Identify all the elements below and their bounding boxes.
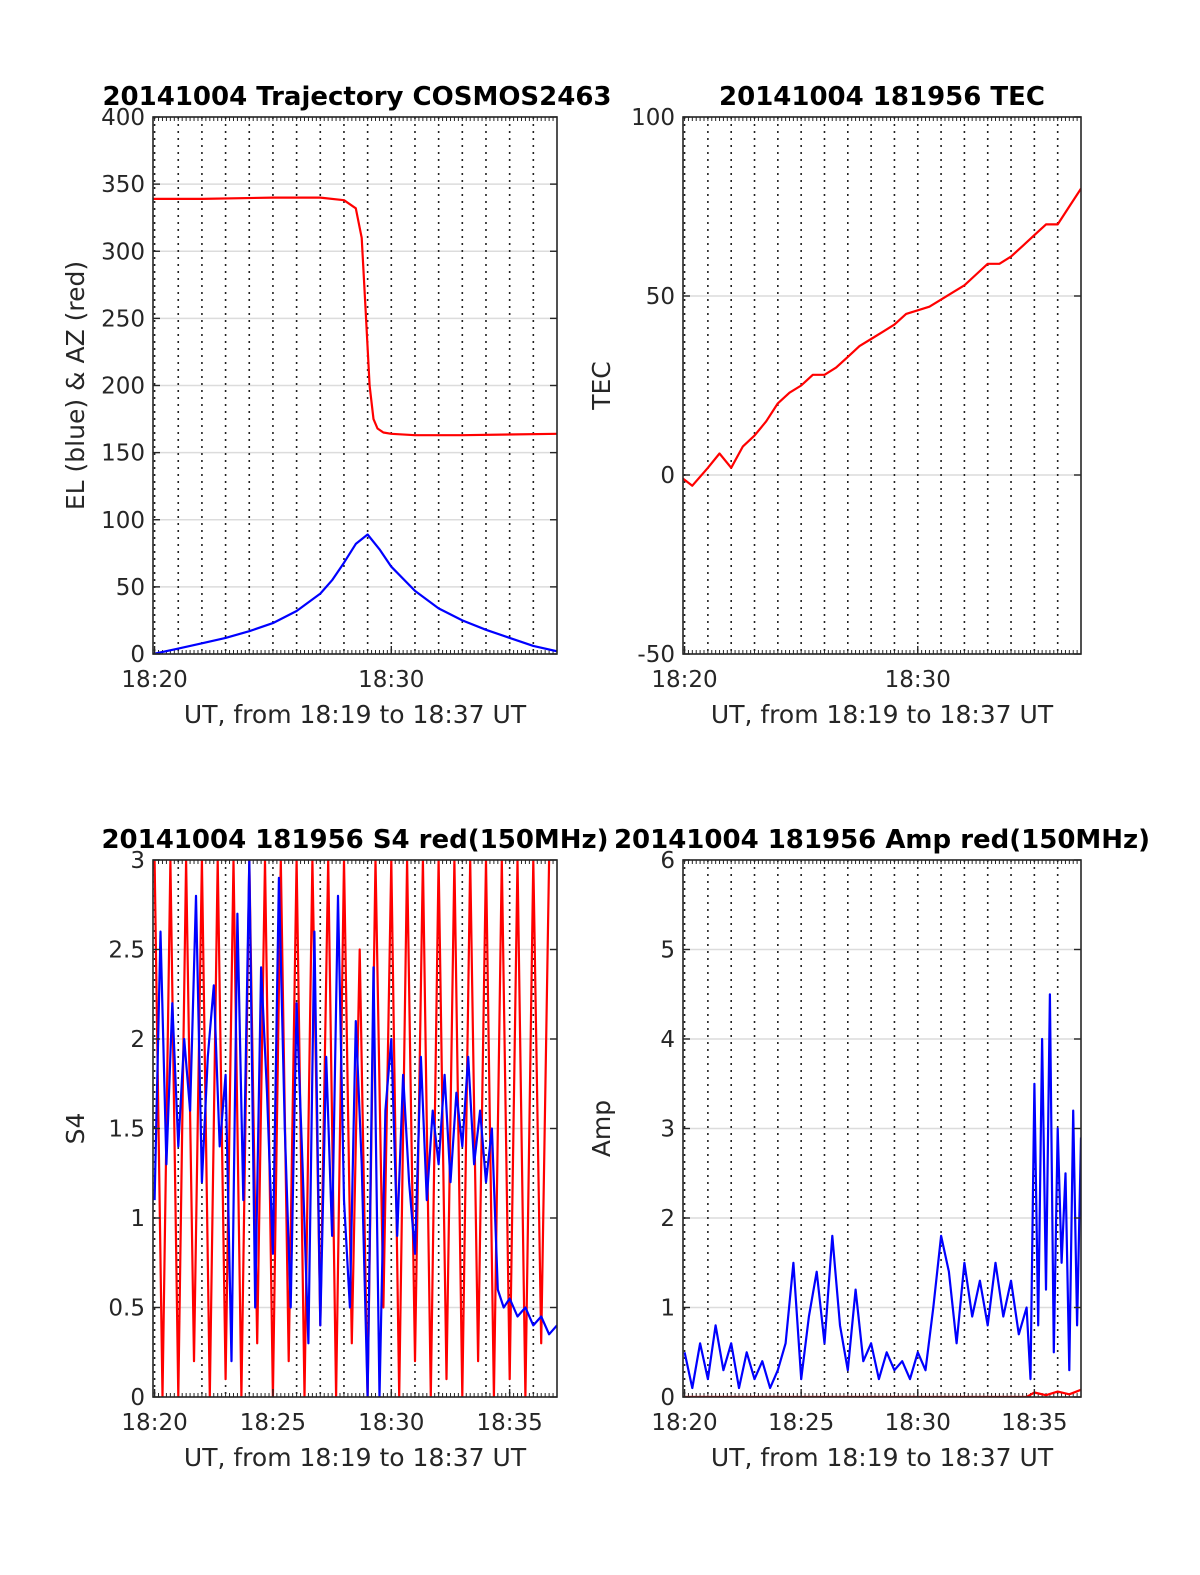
x-tick-label: 18:20 [121, 1410, 187, 1436]
y-axis-label: Amp [587, 1100, 616, 1157]
y-tick-label: 150 [101, 441, 145, 467]
y-tick-label: 3 [660, 1117, 675, 1143]
y-tick-label: 0 [660, 1385, 675, 1411]
series-line-2 [153, 860, 557, 1397]
chart-4: 0 1 2 3 4 5 6 18:20 18:25 18:30 18:35 UT, from 18:1… [587, 825, 1150, 1472]
series-line-1 [683, 1388, 1081, 1397]
x-tick-label: 18:30 [358, 667, 424, 693]
x-tick-label: 18:30 [885, 667, 951, 693]
y-tick-label: 2 [130, 1027, 145, 1053]
y-tick-label: 1 [660, 1296, 675, 1322]
x-tick-label: 18:20 [651, 667, 717, 693]
x-tick-label: 18:20 [651, 1410, 717, 1436]
chart-title: 20141004 Trajectory COSMOS2463 [102, 82, 611, 112]
x-tick-label: 18:25 [240, 1410, 306, 1436]
x-tick-label: 18:30 [885, 1410, 951, 1436]
chart-title: 20141004 181956 TEC [719, 82, 1045, 112]
y-tick-label: 250 [101, 306, 145, 332]
y-tick-label: 3 [130, 848, 145, 874]
x-tick-label: 18:25 [768, 1410, 834, 1436]
y-tick-label: 0 [660, 463, 675, 489]
y-tick-label: 2 [660, 1206, 675, 1232]
series-line-2 [153, 533, 557, 654]
series-line-1 [153, 196, 557, 437]
plot-area [683, 117, 1081, 654]
y-tick-label: 2.5 [108, 938, 145, 964]
y-axis-label: S4 [61, 1113, 90, 1145]
series-line-1 [683, 187, 1081, 487]
x-tick-label: 18:20 [121, 667, 187, 693]
series-line-1 [153, 860, 551, 1397]
chart-3: 0 0.5 1 1.5 2 2.5 3 18:20 18:25 18:30 18:35 UT, fro… [61, 825, 609, 1472]
y-tick-label: 5 [660, 938, 675, 964]
y-tick-label: -50 [637, 642, 675, 668]
y-tick-label: 100 [101, 508, 145, 534]
y-tick-label: 50 [646, 284, 675, 310]
x-tick-label: 18:35 [477, 1410, 543, 1436]
x-axis-label: UT, from 18:19 to 18:37 UT [711, 700, 1054, 729]
y-tick-label: 1.5 [108, 1117, 145, 1143]
y-tick-label: 400 [101, 105, 145, 131]
y-tick-label: 6 [660, 848, 675, 874]
chart-title: 20141004 181956 S4 red(150MHz) [101, 825, 608, 855]
axes-box [682, 116, 1082, 655]
y-tick-label: 300 [101, 239, 145, 265]
x-tick-label: 18:30 [358, 1410, 424, 1436]
series-line-2 [683, 993, 1081, 1390]
y-tick-label: 350 [101, 172, 145, 198]
y-tick-label: 0 [130, 642, 145, 668]
chart-2: -50 0 50 100 18:20 18:30 UT, from 18:19 to 18:… [587, 82, 1082, 729]
chart-1: 0 50 100 150 200 250 300 350 400 18:20 18:30 UT, fr… [61, 82, 612, 729]
x-axis-label: UT, from 18:19 to 18:37 UT [184, 1443, 527, 1472]
x-axis-label: UT, from 18:19 to 18:37 UT [711, 1443, 1054, 1472]
y-tick-label: 0.5 [108, 1296, 145, 1322]
y-tick-label: 4 [660, 1027, 675, 1053]
x-axis-label: UT, from 18:19 to 18:37 UT [184, 700, 527, 729]
y-axis-label: EL (blue) & AZ (red) [61, 261, 90, 510]
y-axis-label: TEC [587, 361, 616, 411]
y-tick-label: 200 [101, 374, 145, 400]
x-tick-label: 18:35 [1001, 1410, 1067, 1436]
y-tick-label: 1 [130, 1206, 145, 1232]
y-tick-label: 100 [631, 105, 675, 131]
y-tick-label: 0 [130, 1385, 145, 1411]
y-tick-label: 50 [116, 575, 145, 601]
chart-title: 20141004 181956 Amp red(150MHz) [614, 825, 1150, 855]
